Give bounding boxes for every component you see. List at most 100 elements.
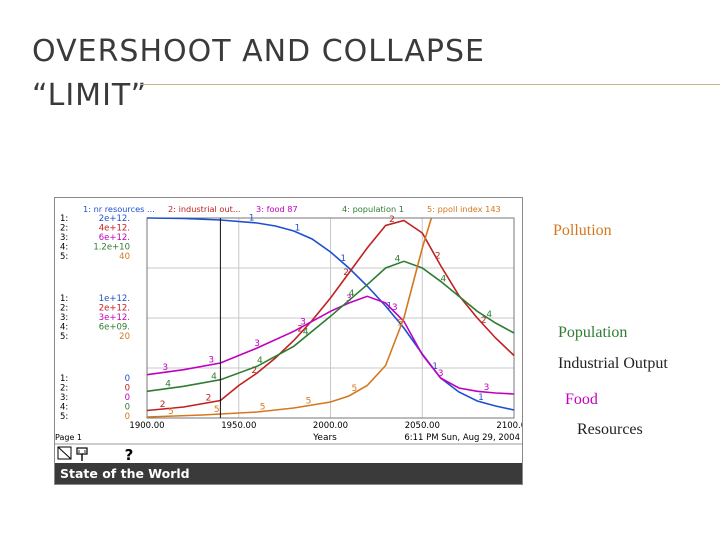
timestamp-label: 6:11 PM Sun, Aug 29, 2004: [404, 433, 520, 443]
scale-value: 40: [119, 252, 130, 262]
x-tick-label: 2100.00: [496, 421, 522, 431]
series-marker-3: 3: [484, 383, 490, 393]
chart-svg: 1: nr resources ... 2: industrial out... 3…: [55, 204, 522, 484]
series-marker-3: 3: [300, 317, 306, 327]
scale-value: 6e+12.: [99, 233, 130, 243]
scale-id: 2:: [60, 384, 68, 394]
series-marker-4: 4: [303, 328, 309, 338]
scale-id: 4:: [60, 243, 68, 253]
series-marker-3: 3: [254, 339, 260, 349]
plot-frame: [146, 217, 515, 419]
scale-value: 0: [125, 412, 130, 422]
side-label-resources: Resources: [577, 421, 643, 438]
series-marker-5: 5: [306, 397, 312, 407]
scale-id: 2:: [60, 304, 68, 314]
slide-title-line-2: “LIMIT”: [32, 78, 148, 113]
scale-id: 3:: [60, 233, 68, 243]
series-marker-4: 4: [211, 372, 217, 382]
slide-title-line-1: OVERSHOOT AND COLLAPSE: [32, 34, 485, 69]
series-marker-4: 4: [395, 255, 401, 265]
scale-id: 2:: [60, 224, 68, 234]
series-line-food: [146, 295, 515, 395]
legend-item-2: 2: industrial out...: [168, 204, 241, 214]
x-axis-label: Years: [312, 433, 337, 443]
series-line-ppoll-index: [146, 217, 433, 418]
scale-value: 3e+12.: [99, 313, 130, 323]
scale-id: 5:: [60, 332, 68, 342]
series-marker-5: 5: [397, 319, 403, 329]
series-marker-3: 3: [208, 356, 214, 366]
x-tick-label: 1900.00: [129, 421, 164, 431]
slide-title: OVERSHOOT AND COLLAPSE “LIMIT”: [32, 30, 485, 118]
series-marker-1: 1: [249, 214, 255, 224]
series-marker-1: 1: [432, 362, 438, 372]
side-label-population: Population: [558, 324, 628, 341]
side-label-industrial-output: Industrial Output: [558, 355, 668, 372]
chart-title: State of the World: [60, 466, 190, 481]
lock-toggle-icon[interactable]: [57, 446, 72, 460]
scale-value: 0: [125, 374, 130, 384]
series-marker-5: 5: [168, 407, 174, 417]
series-marker-2: 2: [251, 366, 257, 376]
side-label-pollution: Pollution: [553, 222, 612, 239]
series-marker-3: 3: [392, 303, 398, 313]
series-marker-2: 2: [343, 268, 349, 278]
scale-id: 4:: [60, 323, 68, 333]
series-marker-1: 1: [295, 224, 301, 234]
series-marker-3: 3: [162, 363, 168, 373]
legend-item-5: 5: ppoll index 143: [427, 204, 501, 214]
series-marker-3: 3: [438, 369, 444, 379]
scale-value: 2e+12.: [99, 214, 130, 224]
page-label[interactable]: Page 1: [55, 433, 82, 442]
stella-graph-panel: 1: nr resources ... 2: industrial out... 3…: [54, 197, 523, 485]
x-tick-label: 1950.00: [221, 421, 256, 431]
series-marker-3: 3: [346, 294, 352, 304]
scale-id: 4:: [60, 403, 68, 413]
series-marker-4: 4: [165, 380, 171, 390]
series-marker-2: 2: [297, 325, 303, 335]
scale-id: 5:: [60, 412, 68, 422]
x-tick-labels: 1900.00 1950.00 2000.00 2050.00 2100.00: [129, 421, 522, 431]
series-marker-4: 4: [349, 289, 355, 299]
legend: 1: nr resources ... 2: industrial out... 3…: [83, 204, 501, 214]
scale-value: 2e+12.: [99, 304, 130, 314]
title-divider: [140, 84, 720, 85]
series-marker-2: 2: [206, 394, 212, 404]
legend-item-1: 1: nr resources ...: [83, 204, 155, 214]
series-marker-5: 5: [260, 402, 266, 412]
legend-item-3: 3: food 87: [256, 204, 298, 214]
scale-id: 3:: [60, 393, 68, 403]
y-scale-labels: 1: 2e+12. 2: 4e+12. 3: 6e+12. 4: 1.2e+10 5: 40 1: 1…: [60, 214, 130, 422]
scale-id: 3:: [60, 313, 68, 323]
side-label-food: Food: [565, 391, 598, 408]
series-marker-1: 1: [340, 254, 346, 264]
help-question-icon[interactable]: ?: [125, 446, 134, 464]
scale-id: 1:: [60, 294, 68, 304]
series-marker-4: 4: [257, 356, 263, 366]
series-marker-4: 4: [441, 275, 447, 285]
scale-id: 5:: [60, 252, 68, 262]
scale-id: 1:: [60, 214, 68, 224]
pin-icon[interactable]: [76, 447, 88, 461]
x-tick-label: 2000.00: [313, 421, 348, 431]
scale-value: 0: [125, 403, 130, 413]
x-tick-label: 2050.00: [405, 421, 440, 431]
series-marker-2: 2: [389, 215, 395, 225]
series-marker-5: 5: [352, 384, 358, 394]
scale-id: 1:: [60, 374, 68, 384]
scale-value: 6e+09.: [99, 323, 130, 333]
scale-value: 0: [125, 384, 130, 394]
series-marker-2: 2: [481, 316, 487, 326]
scale-value: 4e+12.: [99, 224, 130, 234]
scale-value: 0: [125, 393, 130, 403]
series-marker-1: 1: [478, 393, 484, 403]
scale-value: 1.2e+10: [93, 243, 130, 253]
series-marker-4: 4: [486, 310, 492, 320]
series-marker-5: 5: [214, 405, 220, 415]
title-bar: [55, 463, 522, 484]
scale-value: 20: [119, 332, 130, 342]
series-marker-2: 2: [435, 252, 441, 262]
scale-value: 1e+12.: [99, 294, 130, 304]
series-line-nr-resources: [146, 217, 515, 411]
